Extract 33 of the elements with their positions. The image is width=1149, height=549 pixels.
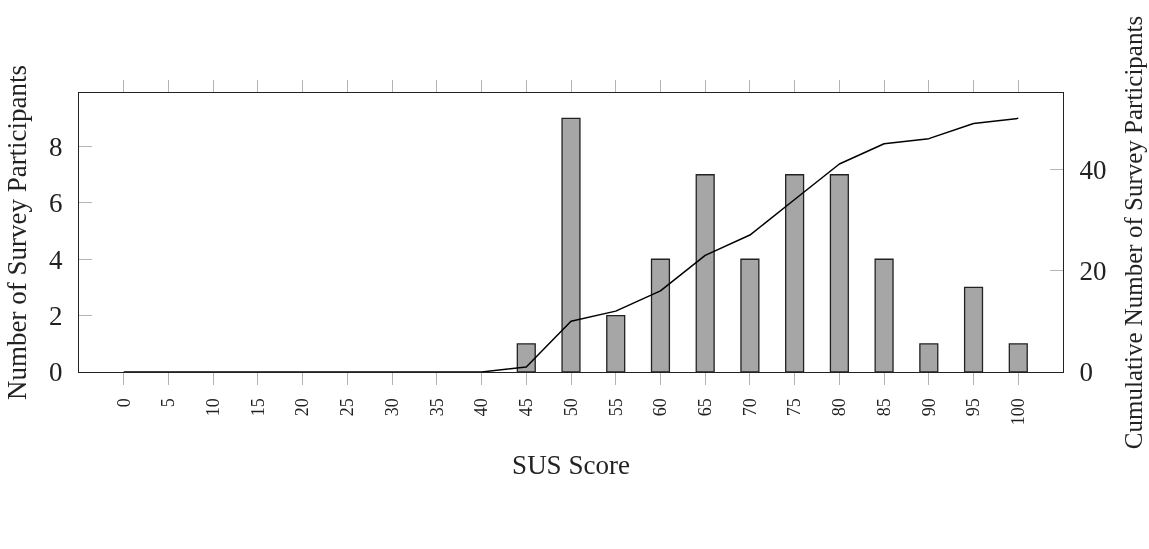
x-tick-label: 35 [426, 398, 447, 417]
x-tick-label: 25 [337, 398, 358, 417]
x-tick-label: 80 [829, 398, 850, 417]
line-series [122, 117, 1020, 372]
x-tick-label: 0 [113, 398, 134, 408]
x-tick-label: 90 [918, 398, 939, 417]
x-tick-label: 60 [650, 398, 671, 417]
y2-tick-label: 40 [1079, 154, 1107, 185]
y2-tick-label: 0 [1079, 357, 1094, 388]
x-tick-label: 40 [471, 398, 492, 417]
x-tick-label: 30 [381, 398, 402, 417]
y2-tick-label: 20 [1079, 256, 1107, 286]
x-tick-label: 10 [203, 398, 224, 417]
y-axis-title: Number of Survey Participants [2, 64, 32, 401]
x-tick-label: 100 [1008, 398, 1029, 426]
y-tick-label: 4 [48, 244, 63, 275]
x-tick-label: 95 [963, 398, 984, 417]
x-tick-label: 75 [784, 398, 805, 417]
y-tick-label: 8 [48, 132, 63, 162]
y2-axis-title: Cumulative Number of Survey Participants [1119, 15, 1147, 450]
x-tick-label: 50 [560, 398, 581, 417]
y-tick-label: 0 [48, 357, 63, 388]
x-tick-label: 15 [247, 398, 268, 417]
x-tick-label: 70 [739, 398, 760, 417]
y-tick-label: 6 [48, 188, 63, 219]
x-tick-label: 55 [605, 398, 626, 417]
x-axis-title: SUS Score [512, 449, 630, 480]
x-tick-label: 5 [158, 398, 179, 408]
x-tick-label: 65 [695, 398, 716, 417]
x-tick-label: 20 [292, 398, 313, 417]
x-tick-label: 45 [516, 398, 537, 417]
y-tick-label: 2 [48, 301, 63, 332]
x-tick-label: 85 [873, 398, 894, 417]
